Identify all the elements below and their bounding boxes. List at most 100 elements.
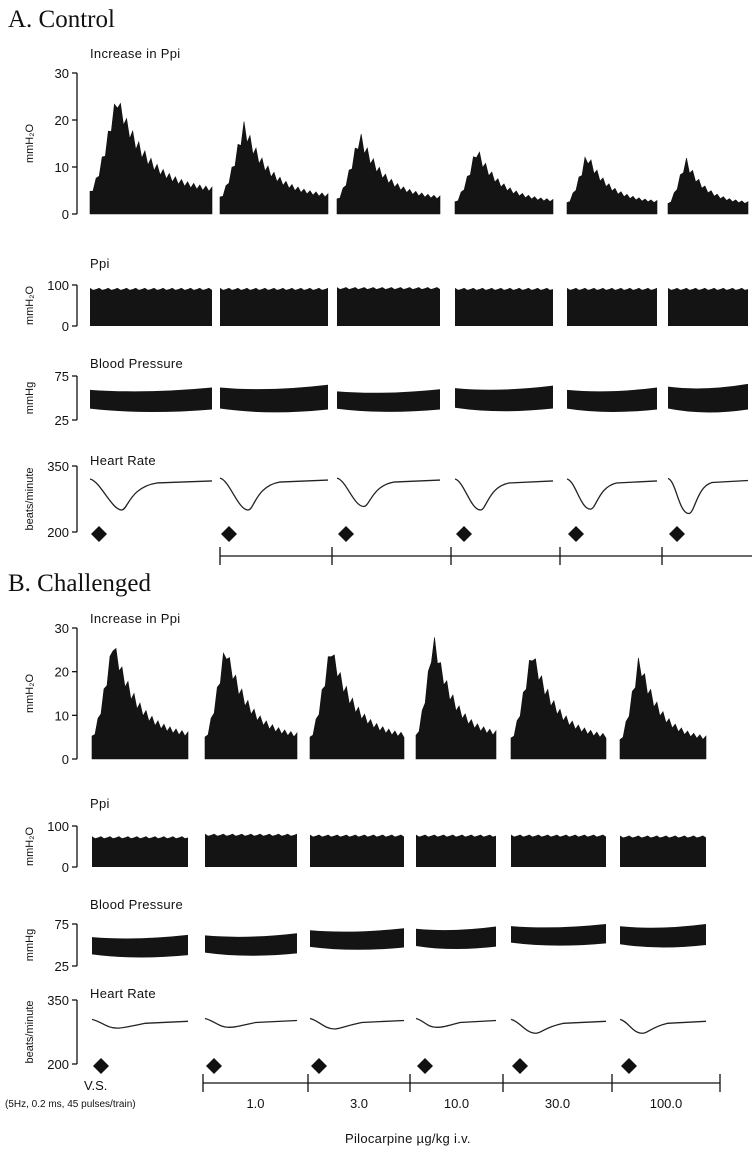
panel-a-increase-trace [336, 134, 441, 215]
panel-a-ppi-trace [455, 287, 553, 326]
panel-b-stimulus-marker [206, 1058, 222, 1074]
panel-b-stimulus-marker [311, 1058, 327, 1074]
x-axis-title: Pilocarpine µg/kg i.v. [345, 1131, 471, 1146]
panel-b-hr-trace [91, 1018, 189, 1029]
panel-b-ppi-label: Ppi [90, 796, 110, 811]
panel-a-hr-label: Heart Rate [90, 453, 156, 468]
panel-a-increase-trace [667, 158, 749, 215]
panel-b-bp-tick-label: 25 [55, 959, 69, 974]
panel-a-bp-trace [90, 387, 212, 413]
dose-label: 100.0 [650, 1096, 683, 1111]
panel-a-increase-trace [566, 156, 658, 215]
panel-b-stimulus-marker [93, 1058, 109, 1074]
panel-a-hr-trace [454, 478, 554, 511]
panel-b-increase-trace [619, 657, 707, 760]
panel-a-ppi-trace [567, 287, 657, 326]
panel-a-stimulus-marker [568, 526, 584, 542]
panel-b-hr-trace [309, 1017, 405, 1030]
panel-b-title: B. Challenged [8, 570, 152, 597]
panel-b-hr-unit: beats/minute [24, 1001, 36, 1064]
panel-b-ppi-tick-label: 100 [47, 819, 69, 834]
panel-a-ppi-tick-label: 100 [47, 278, 69, 293]
panel-a-stimulus-marker [91, 526, 107, 542]
panel-b-hr-trace [510, 1018, 607, 1034]
panel-a-increase-trace [454, 151, 554, 215]
panel-a-ppi-label: Ppi [90, 256, 110, 271]
panel-b-ppi-tick-label: 0 [62, 860, 69, 875]
panel-b-increase-label: Increase in Ppi [90, 611, 181, 626]
panel-a-hr-unit: beats/minute [24, 468, 36, 531]
panel-a-hr-trace [89, 478, 213, 511]
panel-a-bp-trace [220, 384, 328, 413]
panel-b-bp-trace [620, 924, 706, 948]
panel-b-hr-trace [204, 1017, 298, 1028]
panel-b-ppi-trace [310, 834, 404, 867]
panel-a-bp-label: Blood Pressure [90, 356, 183, 371]
panel-a-bp-trace [668, 383, 748, 413]
panel-a-hr-trace [219, 477, 329, 511]
stimulation-label: (5Hz, 0.2 ms, 45 pulses/train) [5, 1099, 136, 1110]
panel-a-hr-trace [566, 478, 658, 510]
panel-b-ppi-trace [511, 834, 606, 867]
panel-a-stimulus-marker [669, 526, 685, 542]
panel-b-increase-trace [91, 647, 189, 760]
panel-b-ppi-trace [416, 834, 496, 867]
panel-b-bp-trace [205, 933, 297, 956]
panel-a-bp-trace [455, 385, 553, 412]
panel-a-ppi-trace [220, 287, 328, 326]
panel-a-stimulus-marker [456, 526, 472, 542]
dose-label: 10.0 [444, 1096, 469, 1111]
panel-b-stimulus-marker [512, 1058, 528, 1074]
panel-a-stimulus-marker [221, 526, 237, 542]
panel-a-increase-tick-label: 30 [55, 66, 69, 81]
panel-b-ppi-trace [620, 835, 706, 867]
panel-a-ppi-unit: mmH₂O [24, 286, 36, 326]
panel-b-increase-tick-label: 30 [55, 621, 69, 636]
panel-a-hr-trace [667, 477, 749, 515]
panel-b-bp-trace [92, 934, 188, 958]
dose-label: 3.0 [350, 1096, 368, 1111]
panel-a-bp-tick-label: 75 [55, 369, 69, 384]
panel-b-bp-label: Blood Pressure [90, 897, 183, 912]
panel-b-hr-label: Heart Rate [90, 986, 156, 1001]
panel-b-hr-tick-label: 200 [47, 1057, 69, 1072]
panel-a-increase-unit: mmH₂O [24, 124, 36, 164]
panel-b-ppi-trace [92, 836, 188, 867]
panel-a-increase-tick-label: 20 [55, 113, 69, 128]
panel-a-hr-tick-label: 200 [47, 525, 69, 540]
panel-a-title: A. Control [8, 6, 115, 33]
panel-a-increase-tick-label: 10 [55, 160, 69, 175]
panel-b-increase-unit: mmH₂O [24, 674, 36, 714]
panel-b-increase-trace [309, 654, 405, 760]
panel-a-bp-trace [567, 387, 657, 413]
panel-a-ppi-trace [337, 287, 440, 326]
panel-b-increase-tick-label: 0 [62, 752, 69, 767]
panel-b-increase-tick-label: 10 [55, 708, 69, 723]
dose-label: 1.0 [246, 1096, 264, 1111]
panel-a-ppi-trace [668, 287, 748, 326]
panel-b-ppi-unit: mmH₂O [24, 827, 36, 867]
panel-b-ppi-trace [205, 833, 297, 867]
panel-b-bp-trace [416, 926, 496, 950]
panel-a-bp-trace [337, 389, 440, 412]
panel-a-hr-trace [336, 477, 441, 508]
panel-a-bp-tick-label: 25 [55, 413, 69, 428]
panel-b-bp-tick-label: 75 [55, 917, 69, 932]
panel-b-stimulus-marker [621, 1058, 637, 1074]
panel-a-increase-tick-label: 0 [62, 207, 69, 222]
chart-marks: 0102030mmH₂O0100mmH₂O2575mmHg200350beats… [24, 66, 752, 1111]
panel-a-ppi-trace [90, 287, 212, 326]
panel-a-increase-label: Increase in Ppi [90, 46, 181, 61]
panel-a-hr-tick-label: 350 [47, 459, 69, 474]
panel-b-bp-trace [310, 928, 404, 950]
vs-label: V.S. [84, 1078, 107, 1093]
panel-b-increase-trace [510, 658, 607, 760]
panel-b-bp-unit: mmHg [24, 929, 36, 961]
dose-label: 30.0 [545, 1096, 570, 1111]
panel-a-increase-trace [219, 121, 329, 215]
panel-b-hr-trace [619, 1018, 707, 1034]
panel-a-stimulus-marker [338, 526, 354, 542]
panel-a-ppi-tick-label: 0 [62, 319, 69, 334]
panel-b-hr-trace [415, 1017, 497, 1028]
